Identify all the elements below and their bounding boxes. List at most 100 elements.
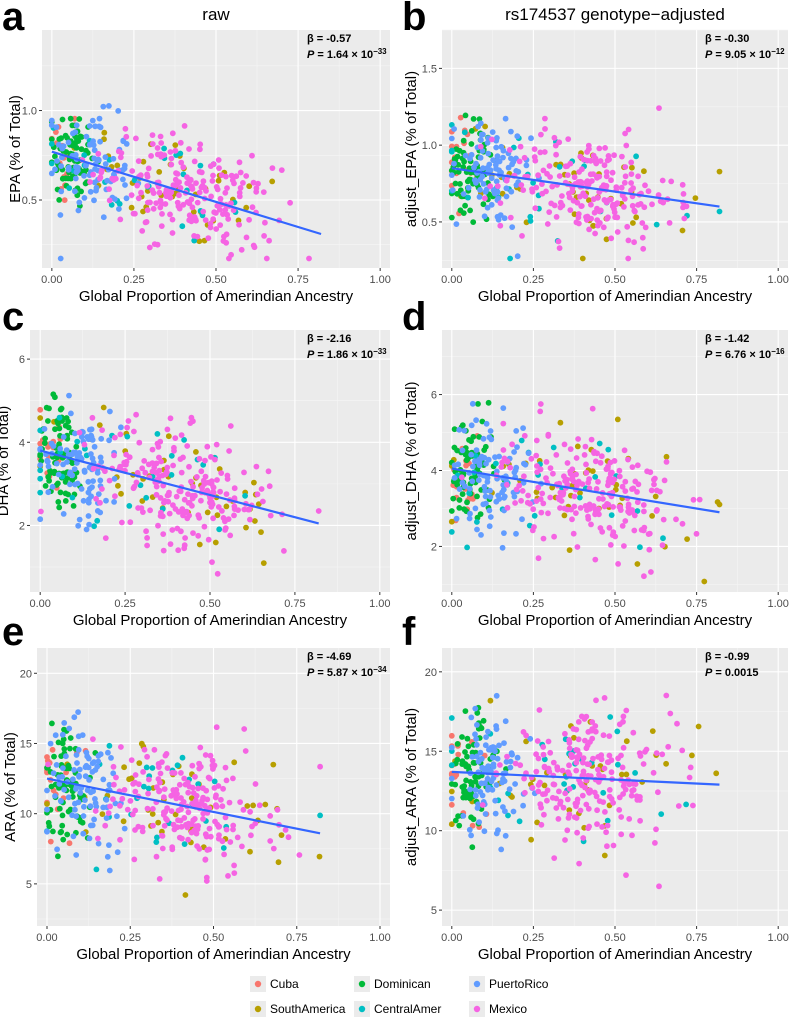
data-point-mexico: [597, 207, 604, 214]
data-point-centralamer: [317, 812, 323, 819]
x-tick-label: 0.00: [441, 598, 462, 610]
data-point-mexico: [611, 209, 618, 216]
data-point-puertorico: [52, 793, 58, 799]
data-point-puertorico: [86, 777, 92, 783]
data-point-southamerica: [663, 760, 669, 767]
data-point-southamerica: [114, 162, 121, 169]
data-point-puertorico: [49, 483, 56, 490]
data-point-puertorico: [468, 422, 475, 429]
p-value-annotation: P = 6.76 × 10−16: [705, 347, 785, 361]
data-point-mexico: [236, 189, 243, 196]
data-point-puertorico: [475, 801, 481, 808]
data-point-southamerica: [204, 509, 211, 516]
x-tick-label: 0.50: [604, 274, 625, 286]
data-point-mexico: [160, 531, 167, 537]
data-point-puertorico: [486, 523, 493, 530]
data-point-mexico: [654, 507, 660, 513]
data-point-mexico: [601, 162, 608, 169]
data-point-mexico: [106, 477, 113, 484]
points-layer: [448, 692, 720, 890]
data-point-mexico: [117, 431, 124, 438]
data-point-mexico: [106, 197, 113, 204]
data-point-mexico: [226, 255, 232, 262]
data-point-mexico: [686, 774, 693, 781]
data-point-mexico: [203, 787, 210, 794]
data-point-puertorico: [66, 392, 72, 399]
data-point-puertorico: [54, 846, 60, 853]
data-point-puertorico: [75, 164, 81, 171]
data-point-southamerica: [243, 524, 249, 531]
data-point-mexico: [553, 795, 560, 802]
data-point-puertorico: [472, 787, 479, 793]
beta-annotation: β = -1.42: [705, 333, 749, 345]
data-point-mexico: [616, 807, 623, 813]
data-point-mexico: [683, 203, 690, 210]
data-point-mexico: [551, 134, 558, 141]
data-point-puertorico: [495, 827, 501, 834]
data-point-dominican: [472, 773, 478, 780]
data-point-centralamer: [149, 765, 156, 771]
data-point-dominican: [468, 127, 475, 134]
y-tick-label: 15: [425, 746, 437, 758]
data-point-puertorico: [502, 718, 509, 725]
data-point-mexico: [571, 493, 578, 500]
y-tick-label: 0.5: [22, 195, 37, 207]
data-point-mexico: [142, 219, 149, 226]
data-point-mexico: [546, 163, 553, 169]
data-point-mexico: [177, 456, 184, 462]
data-point-mexico: [555, 816, 562, 822]
data-point-mexico: [622, 164, 629, 170]
data-point-mexico: [135, 158, 142, 165]
data-point-puertorico: [89, 117, 96, 124]
data-point-dominican: [83, 166, 89, 173]
data-point-mexico: [153, 853, 160, 860]
data-point-mexico: [535, 172, 541, 179]
data-point-southamerica: [577, 490, 583, 496]
data-point-mexico: [528, 455, 535, 462]
data-point-puertorico: [451, 126, 457, 132]
data-point-mexico: [245, 506, 252, 513]
legend-key-dot: [254, 1005, 262, 1013]
data-point-mexico: [121, 787, 128, 793]
data-point-centralamer: [94, 517, 101, 524]
data-point-mexico: [250, 179, 257, 186]
data-point-puertorico: [481, 828, 488, 835]
data-point-dominican: [42, 435, 48, 442]
data-point-centralamer: [637, 544, 643, 551]
data-point-dominican: [485, 399, 492, 406]
data-point-mexico: [639, 234, 646, 241]
data-point-mexico: [623, 142, 630, 149]
regression-line: [451, 467, 720, 514]
legend-key-dot: [358, 980, 366, 988]
data-point-mexico: [137, 172, 144, 179]
data-point-puertorico: [73, 786, 79, 792]
legend: CubaSouthAmericaDominicanCentralAmerPuer…: [250, 976, 549, 1017]
data-point-mexico: [167, 211, 173, 218]
data-point-mexico: [653, 826, 659, 833]
data-point-mexico: [177, 139, 184, 146]
data-point-mexico: [202, 752, 209, 758]
data-point-puertorico: [73, 122, 80, 129]
data-point-puertorico: [72, 430, 78, 437]
data-point-mexico: [168, 155, 175, 162]
data-point-mexico: [188, 196, 195, 203]
data-point-puertorico: [95, 758, 102, 765]
data-point-mexico: [539, 181, 545, 188]
data-point-mexico: [612, 214, 618, 221]
data-point-puertorico: [491, 744, 497, 751]
data-point-southamerica: [623, 771, 630, 778]
data-point-mexico: [184, 443, 191, 449]
data-point-puertorico: [509, 161, 515, 168]
data-point-puertorico: [467, 510, 473, 517]
data-point-centralamer: [168, 472, 175, 478]
data-point-southamerica: [589, 468, 596, 474]
data-point-mexico: [230, 775, 236, 782]
data-point-mexico: [175, 547, 182, 554]
data-point-puertorico: [487, 487, 493, 494]
regression-line: [51, 150, 322, 236]
data-point-puertorico: [475, 123, 481, 130]
data-point-mexico: [606, 524, 613, 531]
data-point-dominican: [460, 137, 467, 144]
data-point-mexico: [207, 752, 214, 759]
data-point-centralamer: [633, 153, 639, 160]
